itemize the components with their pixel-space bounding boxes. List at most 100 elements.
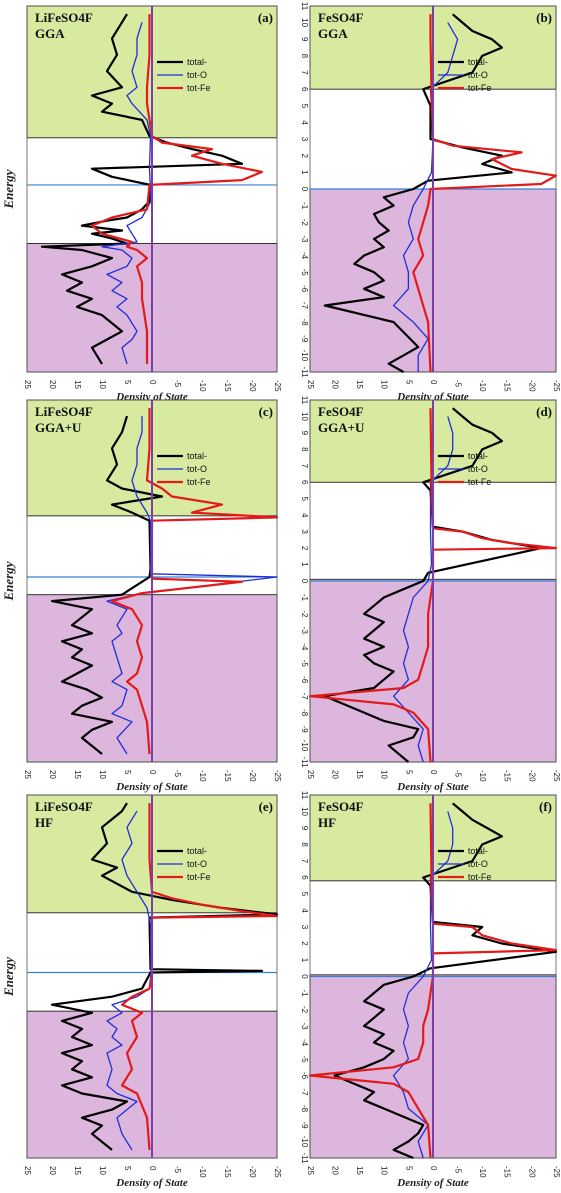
panel-title: GGA+U xyxy=(35,420,82,435)
y-tick-label: -10 xyxy=(300,740,309,752)
x-tick-label: -20 xyxy=(248,1166,257,1178)
x-tick-label: 15 xyxy=(73,1166,82,1175)
y-tick-label: -9 xyxy=(300,726,309,734)
x-tick-label: -10 xyxy=(198,380,207,392)
x-tick-label: -5 xyxy=(173,380,182,388)
x-tick-label: 15 xyxy=(73,380,82,389)
series-totfe-d xyxy=(308,408,558,763)
y-tick-label: -1 xyxy=(300,989,309,997)
legend-label: total- xyxy=(468,451,488,461)
x-tick-label: 25 xyxy=(23,770,32,779)
x-tick-label: -25 xyxy=(273,380,282,392)
series-total-b xyxy=(323,13,513,373)
x-tick-label: 25 xyxy=(23,380,32,389)
y-tick-label: 8 xyxy=(300,447,309,452)
y-tick-label: 3 xyxy=(300,925,309,930)
x-tick-label: -15 xyxy=(223,1166,232,1178)
series-toto-e xyxy=(106,810,152,1151)
panel-letter: (b) xyxy=(536,10,552,25)
x-tick-label: 5 xyxy=(404,770,413,775)
panel-letter: (f) xyxy=(539,799,552,814)
y-tick-label: -8 xyxy=(300,319,309,327)
x-axis-label: Density of State xyxy=(396,781,469,793)
x-tick-label: 20 xyxy=(48,380,57,389)
x-tick-label: 5 xyxy=(123,380,132,385)
y-tick-label: -3 xyxy=(300,627,309,635)
x-tick-label: 10 xyxy=(380,1166,389,1175)
panel-title: LiFeSO4F xyxy=(35,799,93,814)
x-tick-label: 0 xyxy=(429,380,438,385)
x-tick-label: -5 xyxy=(453,770,462,778)
x-tick-label: 20 xyxy=(48,770,57,779)
panel-letter: (e) xyxy=(259,799,273,814)
y-tick-label: -5 xyxy=(300,660,309,668)
x-tick-label: 5 xyxy=(404,1166,413,1171)
series-total-a xyxy=(40,13,244,365)
panel-letter: (c) xyxy=(259,404,273,419)
legend-label: tot-O xyxy=(187,859,207,869)
y-tick-label: 1 xyxy=(300,562,309,567)
y-tick-label: 4 xyxy=(300,908,309,913)
panel-title: LiFeSO4F xyxy=(35,404,93,419)
y-tick-label: -4 xyxy=(300,1039,309,1047)
x-tick-label: 0 xyxy=(429,770,438,775)
y-axis-label: Energy xyxy=(1,561,16,601)
x-tick-label: -10 xyxy=(198,770,207,782)
y-tick-label: 7 xyxy=(300,464,309,469)
x-tick-label: 0 xyxy=(429,1166,438,1171)
y-tick-label: 0 xyxy=(300,187,309,192)
x-tick-label: -25 xyxy=(552,1166,561,1178)
y-tick-label: 6 xyxy=(300,875,309,880)
legend-label: tot-O xyxy=(468,859,488,869)
x-tick-label: -25 xyxy=(273,1166,282,1178)
x-tick-label: 10 xyxy=(98,380,107,389)
series-toto-a xyxy=(101,22,152,365)
y-tick-label: 10 xyxy=(300,412,309,421)
x-tick-label: 25 xyxy=(306,380,315,389)
x-tick-label: 25 xyxy=(306,770,315,779)
y-tick-label: -6 xyxy=(300,1072,309,1080)
panel-title: HF xyxy=(35,815,53,830)
y-tick-label: 9 xyxy=(300,37,309,42)
x-axis-label: Density of State xyxy=(396,1177,469,1189)
panel-c: 25 20 15 10 5 0 -5 -10 -15 -20 -25 Density of State… xyxy=(1,399,282,793)
y-tick-label: -11 xyxy=(300,1153,309,1165)
legend-label: total- xyxy=(468,57,488,67)
y-tick-label: -4 xyxy=(300,252,309,260)
panel-d: 25 20 15 10 5 0 -5 -10 -15 -20 -2511109876543210-1… xyxy=(300,396,561,793)
panel-title: GGA xyxy=(318,26,348,41)
panel-e: 25 20 15 10 5 0 -5 -10 -15 -20 -25 Density of State… xyxy=(1,794,282,1189)
y-tick-label: 11 xyxy=(300,2,309,11)
x-tick-label: -10 xyxy=(478,1166,487,1178)
x-tick-label: 0 xyxy=(148,770,157,775)
x-tick-label: 10 xyxy=(98,1166,107,1175)
x-tick-label: -5 xyxy=(173,1166,182,1174)
y-tick-label: -10 xyxy=(300,350,309,362)
legend-label: tot-Fe xyxy=(468,477,492,487)
y-tick-label: -6 xyxy=(300,676,309,684)
y-tick-label: -7 xyxy=(300,693,309,701)
x-tick-label: -20 xyxy=(248,380,257,392)
legend-label: tot-O xyxy=(187,70,207,80)
x-tick-label: -25 xyxy=(552,770,561,782)
y-tick-label: 4 xyxy=(300,120,309,125)
y-tick-label: -7 xyxy=(300,1088,309,1096)
x-tick-label: 0 xyxy=(148,1166,157,1171)
panel-title: GGA+U xyxy=(318,420,365,435)
y-tick-label: 2 xyxy=(300,546,309,551)
y-tick-label: -9 xyxy=(300,335,309,343)
x-tick-label: -15 xyxy=(223,770,232,782)
x-tick-label: -15 xyxy=(503,380,512,392)
x-tick-label: 20 xyxy=(330,770,339,779)
x-tick-label: 5 xyxy=(123,1166,132,1171)
y-tick-label: 5 xyxy=(300,892,309,897)
y-tick-label: 0 xyxy=(300,579,309,584)
panel-title: FeSO4F xyxy=(318,404,364,419)
x-tick-label: -15 xyxy=(503,1166,512,1178)
x-tick-label: -25 xyxy=(273,770,282,782)
x-tick-label: -10 xyxy=(198,1166,207,1178)
y-tick-label: 5 xyxy=(300,104,309,109)
series-totfe-e xyxy=(120,803,279,1150)
